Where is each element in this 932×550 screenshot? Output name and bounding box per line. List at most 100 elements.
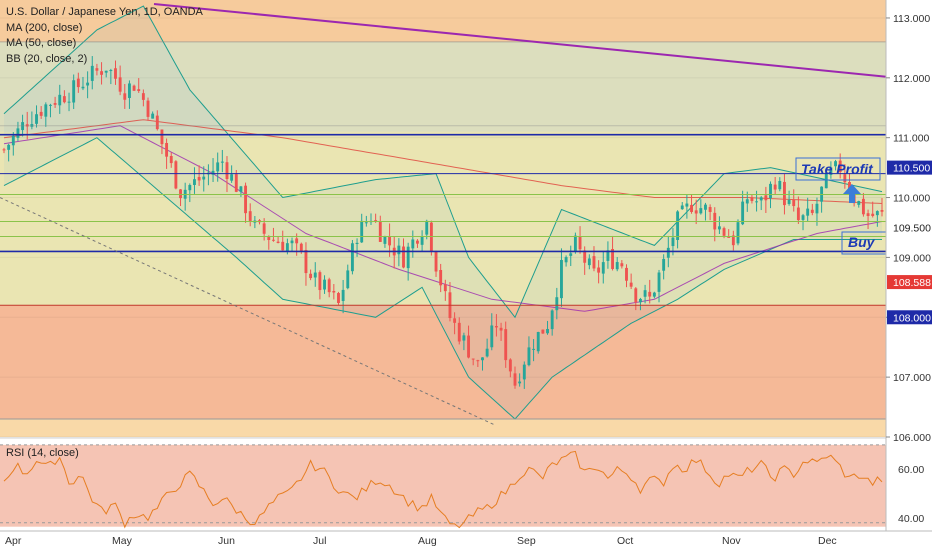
candle-body bbox=[597, 267, 601, 273]
candle-body bbox=[690, 204, 693, 212]
x-tick-label: Oct bbox=[617, 535, 633, 547]
candle-body bbox=[546, 328, 549, 334]
candle-body bbox=[76, 78, 80, 88]
candle-body bbox=[299, 243, 303, 252]
candle-body bbox=[62, 96, 66, 103]
candle-body bbox=[16, 128, 20, 138]
price-tag-bg bbox=[887, 160, 932, 175]
candle-body bbox=[230, 174, 234, 181]
candle-body bbox=[132, 85, 136, 91]
arrow-up-icon bbox=[843, 184, 861, 203]
candle-body bbox=[193, 179, 196, 185]
candle-body bbox=[652, 292, 656, 297]
candle-body bbox=[39, 111, 43, 116]
candle-body bbox=[72, 80, 76, 103]
candle-body bbox=[337, 293, 340, 303]
candle-body bbox=[634, 288, 638, 303]
candle-body bbox=[745, 199, 749, 204]
candle-body bbox=[536, 331, 540, 352]
y-tick-label: 106.000 bbox=[893, 432, 931, 444]
candle-body bbox=[151, 113, 155, 119]
candle-body bbox=[188, 184, 192, 191]
candle-body bbox=[643, 290, 647, 297]
candle-body bbox=[420, 236, 424, 245]
candle-body bbox=[327, 279, 331, 293]
candle-body bbox=[829, 167, 833, 175]
candle-body bbox=[169, 155, 173, 164]
candle-body bbox=[676, 211, 680, 240]
legend-ma200: MA (200, close) bbox=[6, 21, 83, 34]
horizontal-levels bbox=[0, 41, 886, 420]
support-dashed-line bbox=[0, 197, 496, 426]
candle-body bbox=[694, 210, 698, 214]
y-tick-label: 110.000 bbox=[893, 193, 930, 205]
candle-body bbox=[727, 236, 731, 238]
candle-body bbox=[615, 262, 619, 270]
candle-body bbox=[67, 101, 71, 103]
rsi-pane bbox=[0, 437, 932, 529]
candle-body bbox=[220, 161, 224, 163]
take-profit-label: Take Profit bbox=[801, 161, 874, 177]
candle-body bbox=[44, 104, 48, 117]
candle-body bbox=[360, 220, 364, 243]
x-tick-label: Jul bbox=[313, 535, 326, 547]
candle-body bbox=[778, 180, 782, 190]
candle-body bbox=[666, 247, 670, 258]
candle-body bbox=[25, 124, 29, 127]
legend-bb: BB (20, close, 2) bbox=[6, 52, 88, 65]
candle-body bbox=[592, 256, 596, 269]
candle-body bbox=[861, 198, 865, 215]
candle-body bbox=[174, 161, 178, 189]
candle-body bbox=[402, 246, 405, 268]
candle-body bbox=[680, 205, 684, 210]
chart-title: U.S. Dollar / Japanese Yen, 1D, OANDA bbox=[6, 6, 203, 18]
bollinger-bands bbox=[3, 5, 883, 420]
candle-body bbox=[160, 129, 164, 145]
candle-body bbox=[508, 359, 512, 372]
price-axis-bg bbox=[886, 0, 932, 550]
candle-body bbox=[704, 204, 707, 210]
y-tick-label: 111.000 bbox=[893, 133, 930, 145]
candle-body bbox=[880, 210, 884, 212]
candle-body bbox=[285, 243, 289, 252]
candle-body bbox=[787, 199, 791, 204]
candle-body bbox=[58, 94, 62, 106]
candle-body bbox=[773, 184, 777, 190]
rsi-band bbox=[0, 444, 886, 527]
candle-body bbox=[411, 239, 415, 249]
candle-body bbox=[550, 310, 554, 330]
candle-body bbox=[699, 208, 703, 214]
candle-body bbox=[262, 223, 266, 234]
price-tag-bg bbox=[887, 220, 932, 235]
candle-body bbox=[388, 236, 392, 246]
candle-body bbox=[741, 201, 745, 225]
candle-body bbox=[671, 237, 675, 247]
candle-body bbox=[425, 220, 429, 235]
legend-ma50: MA (50, close) bbox=[6, 37, 77, 49]
buy-label: Buy bbox=[848, 234, 876, 250]
candle-body bbox=[295, 238, 299, 244]
candle-body bbox=[90, 65, 94, 81]
x-tick-label: Aug bbox=[418, 535, 437, 547]
ma50-line bbox=[3, 125, 883, 312]
candle-body bbox=[350, 243, 354, 272]
candle-body bbox=[601, 262, 605, 274]
bb-lower-line bbox=[3, 137, 882, 420]
x-tick-label: Dec bbox=[818, 535, 837, 547]
candle-body bbox=[648, 291, 652, 297]
x-tick-label: Nov bbox=[722, 535, 741, 547]
candle-body bbox=[736, 222, 740, 244]
candle-body bbox=[764, 195, 768, 201]
candle-body bbox=[11, 135, 15, 146]
candle-body bbox=[267, 236, 271, 241]
x-tick-label: May bbox=[112, 535, 133, 547]
candle-body bbox=[573, 235, 577, 252]
candle-body bbox=[216, 162, 220, 172]
candle-body bbox=[118, 77, 122, 92]
candle-body bbox=[843, 174, 847, 183]
candle-body bbox=[476, 360, 480, 362]
moving-averages bbox=[3, 119, 883, 312]
